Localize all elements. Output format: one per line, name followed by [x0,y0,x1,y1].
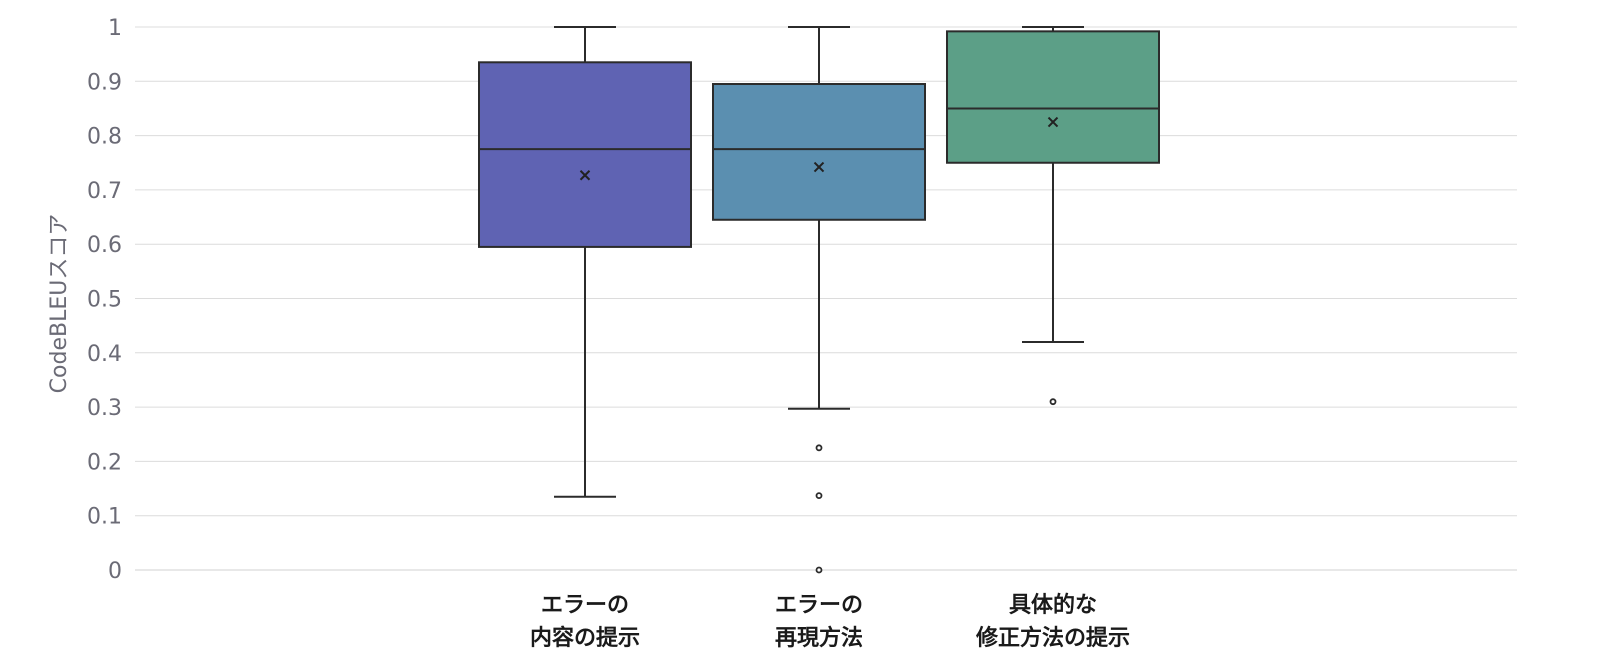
box-3 [946,26,1160,406]
category-label: エラーの [541,593,629,618]
y-tick-label: 0.3 [87,396,122,421]
y-tick-label: 0 [108,559,122,584]
mean-marker [1047,116,1059,128]
outlier-point [815,566,823,574]
y-tick-label: 0.4 [87,342,122,367]
mean-stroke [1047,116,1059,128]
y-tick-label: 0.7 [87,179,122,204]
iqr-box [946,30,1160,164]
category-label: エラーの [775,593,863,618]
outlier-point [815,444,823,452]
box-2 [712,26,926,574]
mean-stroke [813,161,825,173]
category-label: 内容の提示 [530,625,640,651]
y-tick-label: 0.1 [87,505,122,530]
mean-marker [579,170,591,181]
y-tick-label: 0.9 [87,70,122,95]
mean-stroke [579,170,591,181]
iqr-box [712,83,926,221]
outlier-point [1049,398,1057,406]
y-tick-label: 1 [108,16,122,41]
y-tick-label: 0.5 [87,288,122,313]
category-label: 再現方法 [775,625,863,651]
outlier-point [815,492,823,500]
boxes [478,26,1160,574]
y-axis-title: CodeBLEUスコア [47,214,72,394]
iqr-box [478,61,692,248]
y-tick-labels: 0 0.1 0.2 0.3 0.4 0.5 0.6 0.7 0.8 0.9 1 [87,16,122,584]
box-1 [478,26,692,498]
mean-marker [813,161,825,173]
y-tick-label: 0.2 [87,450,122,475]
category-label: 修正方法の提示 [975,625,1130,651]
category-label: 具体的な [1009,592,1097,618]
y-tick-label: 0.8 [87,125,122,150]
y-tick-label: 0.6 [87,233,122,258]
